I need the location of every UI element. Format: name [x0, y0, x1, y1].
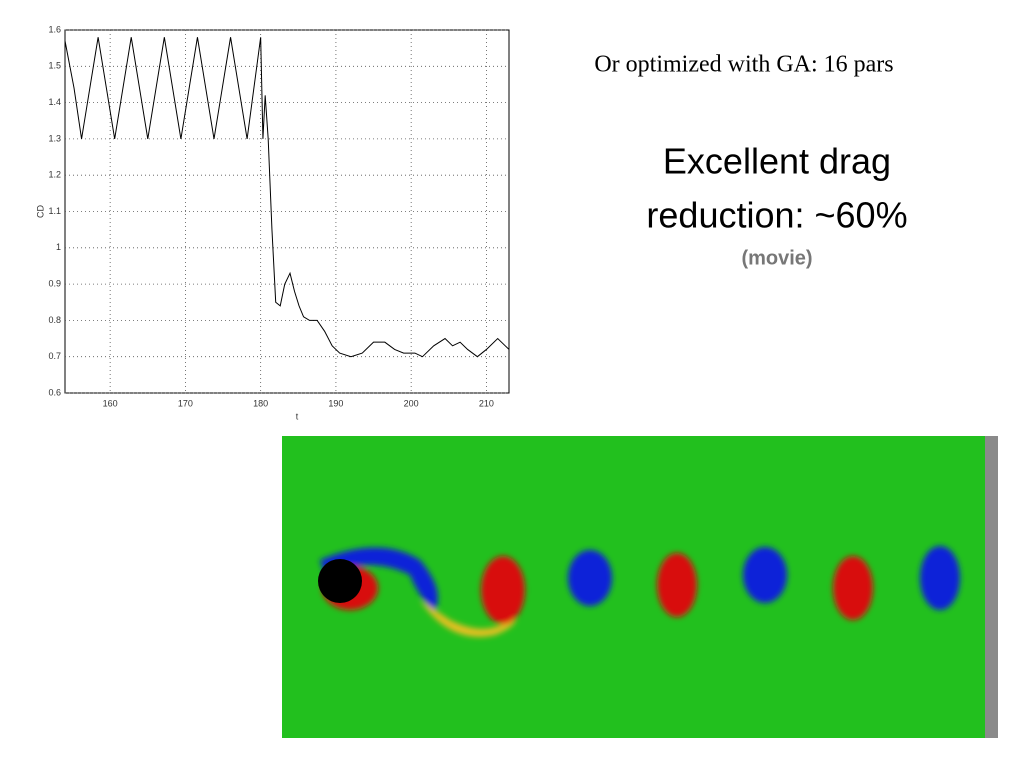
- y-tick-label: 1.2: [48, 170, 61, 180]
- movie-link[interactable]: (movie): [741, 247, 812, 269]
- subtitle: Or optimized with GA: 16 pars: [594, 52, 893, 78]
- y-tick-label: 0.8: [48, 315, 61, 325]
- plot-frame: [64, 29, 510, 394]
- y-axis-label: CD: [35, 205, 45, 218]
- y-tick-label: 1.1: [48, 206, 61, 216]
- x-tick-label: 170: [178, 398, 193, 408]
- y-tick-label: 0.9: [48, 278, 61, 288]
- x-tick-label: 210: [479, 398, 494, 408]
- x-tick-label: 160: [103, 398, 118, 408]
- line: [64, 37, 510, 358]
- x-axis-label: t: [296, 411, 299, 421]
- headline: Excellent drag: [663, 141, 891, 182]
- y-tick-label: 1.6: [48, 24, 61, 34]
- x-tick-label: 180: [253, 398, 268, 408]
- y-tick-label: 0.6: [48, 387, 61, 397]
- y-tick-label: 0.7: [48, 351, 61, 361]
- flow-image: [282, 436, 998, 738]
- y-tick-label: 1.4: [48, 97, 61, 107]
- y-tick-label: 1: [56, 242, 61, 252]
- y-tick-label: 1.3: [48, 133, 61, 143]
- y-tick-label: 1.5: [48, 61, 61, 71]
- headline: reduction: ~60%: [646, 195, 907, 236]
- x-tick-label: 190: [328, 398, 343, 408]
- x-tick-label: 200: [404, 398, 419, 408]
